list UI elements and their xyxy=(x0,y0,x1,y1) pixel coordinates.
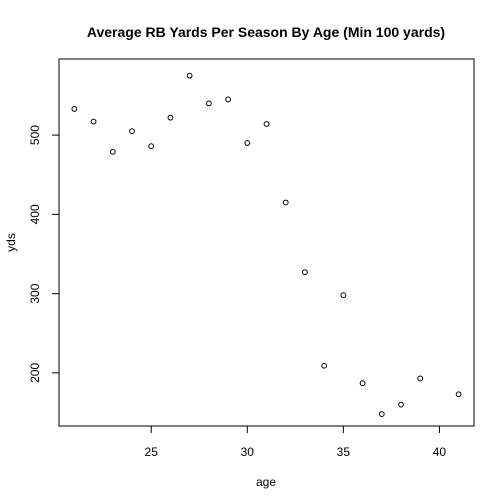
y-axis-label: yds xyxy=(4,233,18,252)
x-axis-label: age xyxy=(256,475,276,489)
data-point xyxy=(398,401,404,408)
y-tick-label: 400 xyxy=(28,204,42,224)
x-tick-label: 25 xyxy=(145,445,159,459)
x-tick-label: 40 xyxy=(433,445,447,459)
y-tick-label: 500 xyxy=(28,125,42,145)
data-point xyxy=(90,118,97,125)
data-point xyxy=(186,72,193,79)
data-point xyxy=(282,199,289,206)
data-point xyxy=(302,269,308,276)
data-point xyxy=(244,140,251,146)
data-point xyxy=(129,128,135,135)
chart-title: Average RB Yards Per Season By Age (Min … xyxy=(87,24,445,40)
data-point xyxy=(455,391,462,398)
data-point xyxy=(359,380,366,387)
data-point xyxy=(417,375,424,382)
data-point xyxy=(205,100,212,107)
data-point xyxy=(167,114,174,121)
y-tick-label: 200 xyxy=(28,363,42,383)
data-point xyxy=(109,148,116,155)
data-point xyxy=(71,106,78,112)
x-tick-label: 35 xyxy=(337,445,351,459)
data-point xyxy=(263,121,270,127)
data-points xyxy=(71,72,462,418)
data-point xyxy=(378,411,385,418)
plot-area-frame xyxy=(58,58,475,427)
x-tick-label: 30 xyxy=(241,445,255,459)
data-point xyxy=(148,143,155,150)
data-point xyxy=(225,96,231,103)
data-point xyxy=(321,362,328,369)
y-axis: 200 300 400 500 xyxy=(28,125,59,383)
y-tick-label: 300 xyxy=(28,283,42,303)
x-axis: 25 30 35 40 xyxy=(145,426,447,459)
data-point xyxy=(340,292,347,299)
